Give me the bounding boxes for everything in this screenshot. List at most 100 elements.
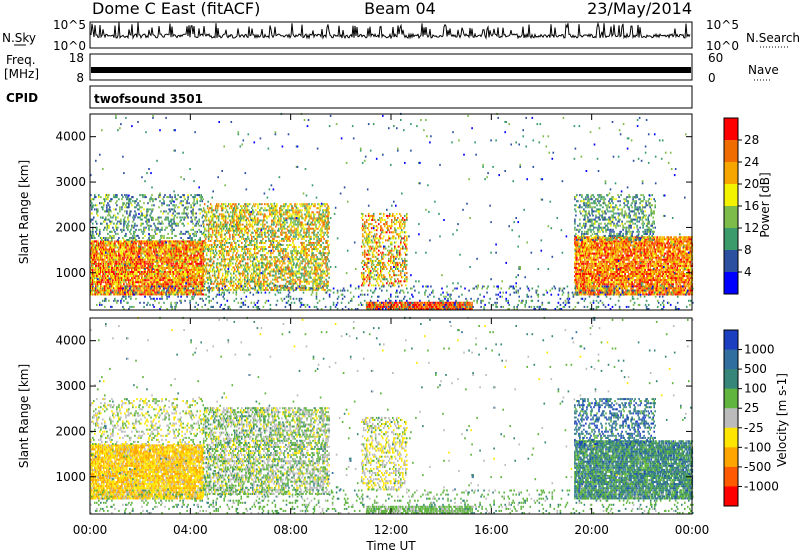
range-cell: [139, 267, 141, 269]
range-cell: [172, 271, 174, 273]
range-cell: [110, 289, 112, 291]
range-cell: [100, 265, 102, 267]
range-cell: [175, 265, 177, 267]
range-cell: [160, 279, 162, 281]
range-cell: [98, 293, 100, 295]
range-cell: [114, 240, 116, 242]
range-cell: [176, 244, 178, 246]
range-cell: [135, 259, 137, 261]
range-cell: [182, 283, 184, 285]
range-cell: [113, 255, 115, 257]
range-cell: [141, 275, 143, 277]
range-cell: [137, 279, 139, 281]
range-cell: [139, 289, 141, 291]
range-cell: [178, 263, 180, 265]
range-cell: [170, 293, 172, 295]
range-cell: [155, 267, 157, 269]
range-cell: [114, 289, 116, 291]
range-cell: [139, 275, 141, 277]
range-cell: [133, 257, 135, 259]
range-cell: [148, 287, 150, 289]
range-cell: [125, 281, 127, 283]
range-cell: [125, 257, 127, 259]
cpid-label: CPID: [6, 91, 38, 105]
range-cell: [168, 265, 170, 267]
range-cell: [110, 293, 112, 295]
range-cell: [102, 255, 104, 257]
range-cell: [101, 291, 103, 293]
range-cell: [183, 289, 185, 291]
range-cell: [181, 257, 183, 259]
range-cell: [100, 287, 102, 289]
range-cell: [111, 287, 113, 289]
range-cell: [133, 244, 135, 246]
nave-tick-bottom: 0: [708, 71, 716, 85]
range-cell: [93, 273, 95, 275]
range-cell: [109, 257, 111, 259]
range-cell: [128, 277, 130, 279]
range-cell: [168, 275, 170, 277]
range-cell: [162, 265, 164, 267]
range-cell: [104, 244, 106, 246]
range-cell: [170, 261, 172, 263]
range-cell: [180, 249, 182, 251]
range-cell: [132, 261, 134, 263]
range-cell: [150, 279, 152, 281]
range-cell: [99, 244, 101, 246]
range-cell: [134, 271, 136, 273]
range-cell: [183, 281, 185, 283]
range-cell: [136, 249, 138, 251]
range-cell: [151, 281, 153, 283]
range-cell: [171, 283, 173, 285]
range-cell: [112, 291, 114, 293]
range-cell: [166, 257, 168, 259]
range-cell: [169, 281, 171, 283]
range-cell: [123, 251, 125, 253]
range-cell: [158, 275, 160, 277]
range-cell: [158, 255, 160, 257]
range-cell: [156, 289, 158, 291]
range-cell: [138, 265, 140, 267]
range-cell: [172, 287, 174, 289]
range-cell: [138, 283, 140, 285]
range-cell: [180, 251, 182, 253]
range-cell: [132, 269, 134, 271]
range-cell: [148, 257, 150, 259]
range-cell: [101, 257, 103, 259]
range-cell: [183, 247, 185, 249]
range-cell: [132, 279, 134, 281]
range-cell: [162, 242, 164, 244]
range-cell: [151, 275, 153, 277]
range-cell: [135, 293, 137, 295]
range-cell: [173, 279, 175, 281]
range-cell: [129, 255, 131, 257]
range-cell: [141, 293, 143, 295]
range-cell: [175, 269, 177, 271]
range-cell: [118, 283, 120, 285]
range-cell: [95, 259, 97, 261]
range-cell: [146, 277, 148, 279]
range-cell: [117, 247, 119, 249]
range-cell: [118, 269, 120, 271]
range-cell: [139, 269, 141, 271]
range-cell: [160, 255, 162, 257]
range-cell: [151, 253, 153, 255]
range-cell: [114, 242, 116, 244]
range-cell: [157, 267, 159, 269]
range-cell: [159, 265, 161, 267]
range-cell: [133, 287, 135, 289]
nave-tick-top: 60: [708, 51, 723, 65]
range-cell: [136, 273, 138, 275]
range-cell: [164, 255, 166, 257]
range-cell: [115, 244, 117, 246]
range-cell: [133, 275, 135, 277]
range-cell: [121, 261, 123, 263]
range-cell: [125, 247, 127, 249]
freq-panel: Freq. [MHz] 18 8 60 0 Nave: [4, 51, 779, 85]
range-cell: [127, 275, 129, 277]
nsky-trace: [91, 23, 690, 38]
range-cell: [115, 275, 117, 277]
range-cell: [178, 259, 180, 261]
range-cell: [120, 293, 122, 295]
range-cell: [152, 263, 154, 265]
